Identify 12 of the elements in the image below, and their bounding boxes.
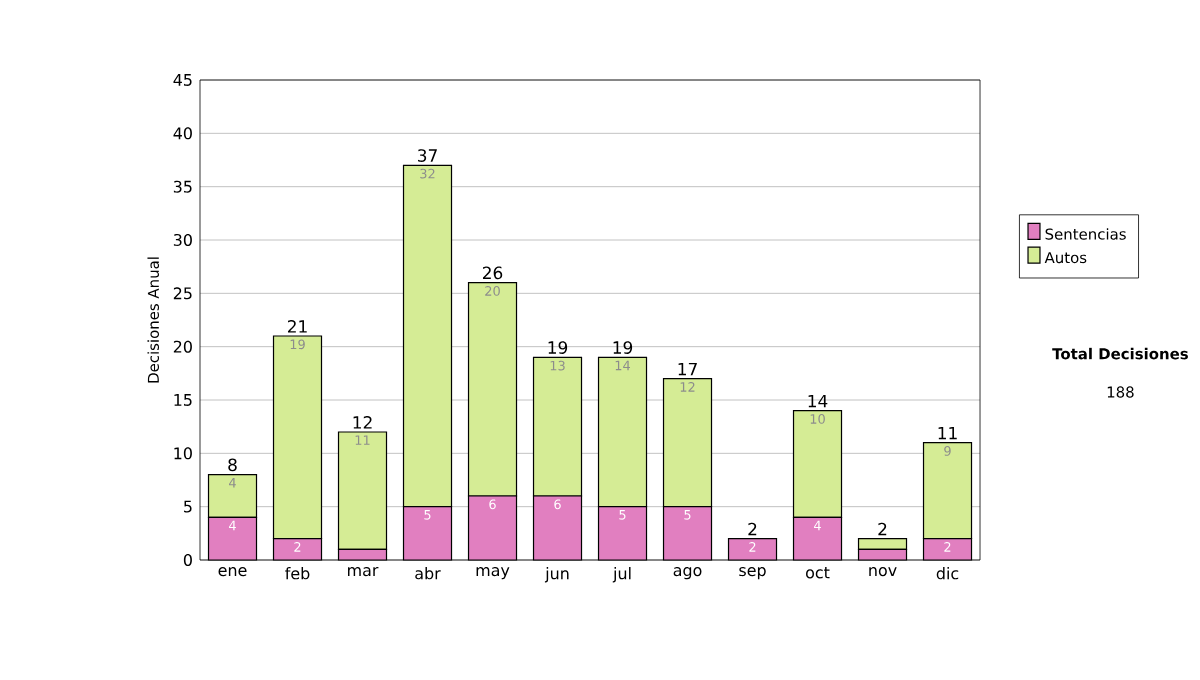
- total-label: 17: [678, 362, 697, 376]
- total-label: 19: [548, 341, 568, 354]
- total-label: 2: [878, 522, 887, 536]
- total-label: 8: [228, 458, 237, 472]
- total-label: 21: [287, 320, 307, 333]
- total-label: 26: [482, 266, 503, 280]
- total-label: 11: [938, 426, 957, 440]
- total-label: 2: [748, 522, 757, 536]
- total-label: 37: [418, 149, 437, 162]
- total-label: 14: [808, 394, 828, 408]
- total-label: 19: [613, 341, 633, 354]
- total-label: 12: [353, 416, 372, 429]
